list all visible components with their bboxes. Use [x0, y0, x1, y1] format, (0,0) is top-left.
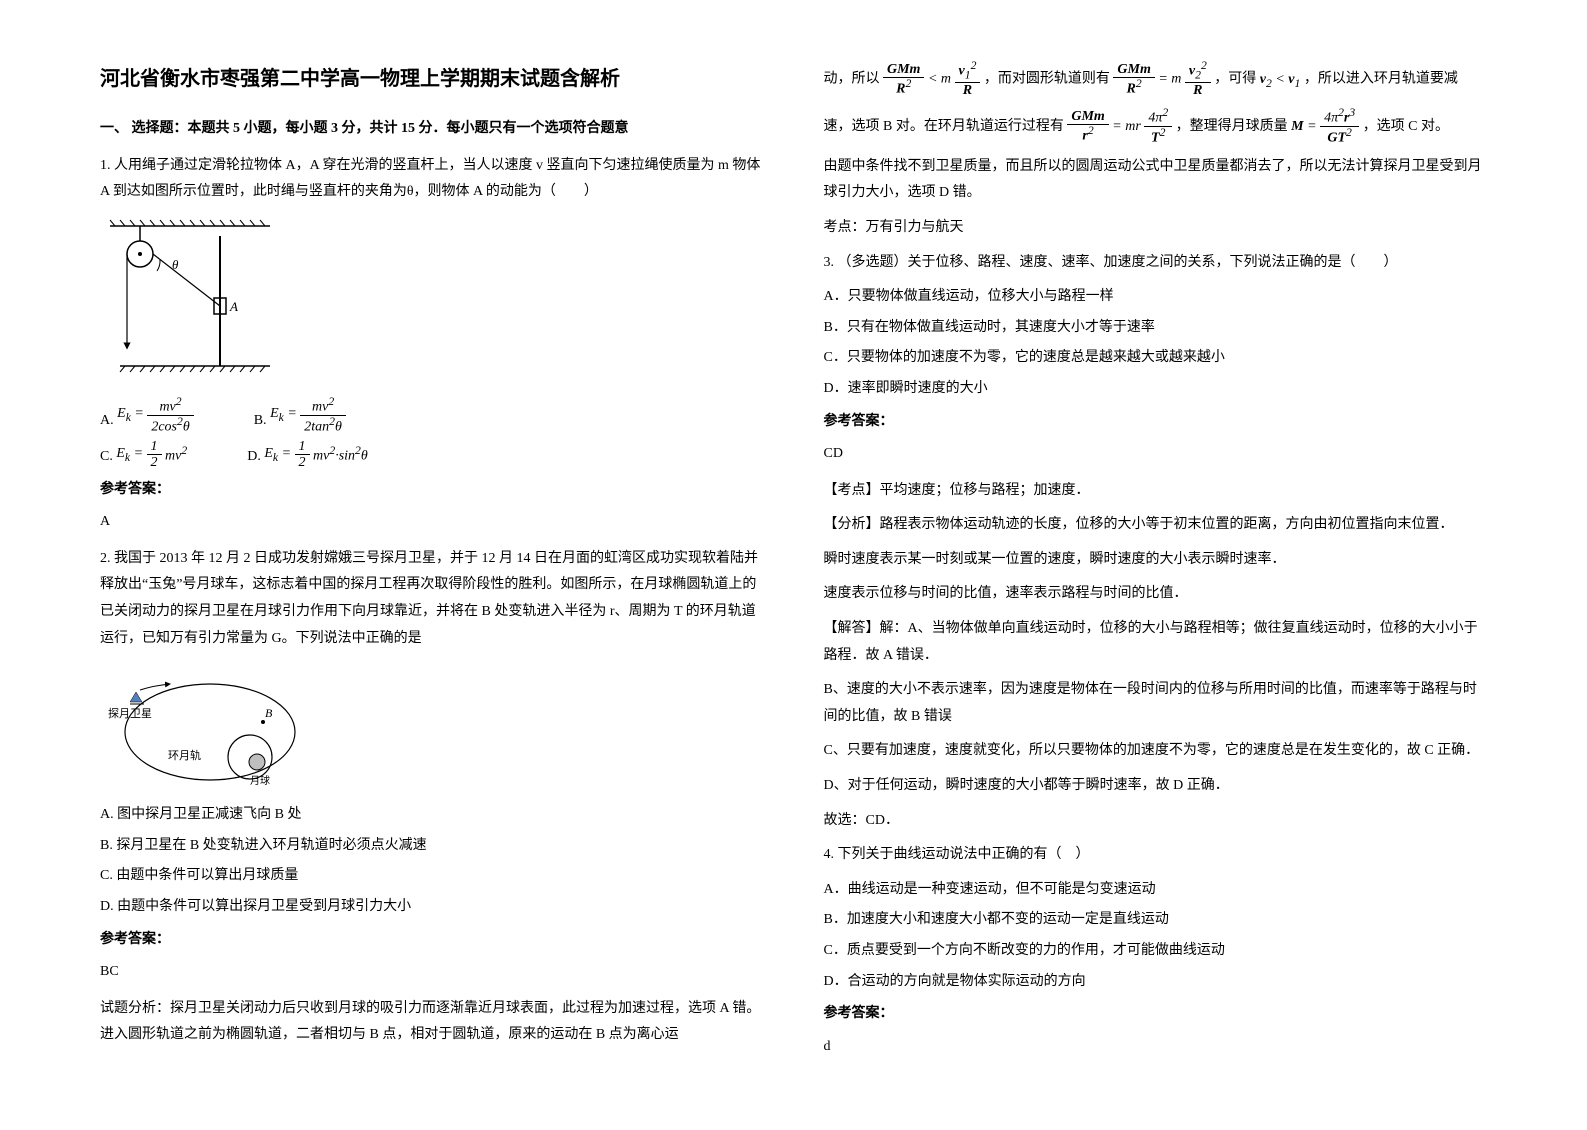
exam-title: 河北省衡水市枣强第二中学高一物理上学期期末试题含解析	[100, 60, 764, 98]
svg-text:探月卫星: 探月卫星	[108, 707, 152, 720]
q2-optD: D. 由题中条件可以算出探月卫星受到月球引力大小	[100, 894, 764, 921]
q4-answer-label: 参考答案：	[824, 1001, 1488, 1028]
q2-diagram: 月球 B 探月卫星 环月轨	[100, 662, 764, 792]
q3-jieda-a: 【解答】解：A、当物体做单向直线运动时，位移的大小与路程相等；做往复直线运动时，…	[824, 616, 1488, 669]
q2-p2-post: ，可得	[1214, 72, 1256, 87]
q3-stem: 3. （多选题）关于位移、路程、速度、速率、加速度之间的关系，下列说法正确的是（…	[824, 250, 1488, 277]
q3-optA: A．只要物体做直线运动，位移大小与路程一样	[824, 284, 1488, 311]
left-column: 河北省衡水市枣强第二中学高一物理上学期期末试题含解析 一、 选择题：本题共 5 …	[100, 60, 764, 1070]
q3-kaodian: 【考点】平均速度；位移与路程；加速度．	[824, 478, 1488, 505]
q3-guxuan: 故选：CD．	[824, 808, 1488, 835]
q3-optC: C．只要物体的加速度不为零，它的速度总是越来越大或越来越小	[824, 345, 1488, 372]
q4-answer: d	[824, 1034, 1488, 1061]
q3-jieda-b: B、速度的大小不表示速率，因为速度是物体在一段时间内的位移与所用时间的比值，而速…	[824, 677, 1488, 730]
q2-p2-pre: 动，所以	[824, 72, 880, 87]
q2-p3-mid: ，整理得月球质量	[1176, 118, 1288, 133]
q4-optD: D．合运动的方向就是物体实际运动的方向	[824, 969, 1488, 996]
q3-optD: D．速率即瞬时速度的大小	[824, 376, 1488, 403]
q2-p3-end: ，选项 C 对。	[1363, 118, 1449, 133]
section-1-heading: 一、 选择题：本题共 5 小题，每小题 3 分，共计 15 分．每小题只有一个选…	[100, 116, 764, 143]
right-column: 动，所以 GMmR2 < m v12R ，而对圆形轨道则有 GMmR2 = m …	[824, 60, 1488, 1070]
q3-fenxi3: 速度表示位移与时间的比值，速率表示路程与时间的比值．	[824, 581, 1488, 608]
q1-options-row2: C. Ek = 12 mv2 D. Ek = 12 mv2·sin2θ	[100, 439, 764, 471]
q2-analysis-p2: 动，所以 GMmR2 < m v12R ，而对圆形轨道则有 GMmR2 = m …	[824, 60, 1488, 99]
q2-stem: 2. 我国于 2013 年 12 月 2 日成功发射嫦娥三号探月卫星，并于 12…	[100, 546, 764, 652]
q1-stem: 1. 人用绳子通过定滑轮拉物体 A，A 穿在光滑的竖直杆上，当人以速度 v 竖直…	[100, 153, 764, 206]
q4-optC: C．质点要受到一个方向不断改变的力的作用，才可能做曲线运动	[824, 938, 1488, 965]
q1-answer-label: 参考答案：	[100, 477, 764, 504]
q2-answer: BC	[100, 959, 764, 986]
svg-text:A: A	[229, 299, 238, 314]
q1-answer: A	[100, 509, 764, 536]
q3-optB: B．只有在物体做直线运动时，其速度大小才等于速率	[824, 315, 1488, 342]
q3-answer-label: 参考答案：	[824, 409, 1488, 436]
q1-options-row1: A. Ek = mv22cos2θ B. Ek = mv22tan2θ	[100, 396, 764, 435]
svg-text:θ: θ	[172, 257, 179, 272]
q2-analysis-p3: 速，选项 B 对。在环月轨道运行过程有 GMmr2 = mr 4π2T2 ，整理…	[824, 107, 1488, 146]
q2-p3-pre: 速，选项 B 对。在环月轨道运行过程有	[824, 118, 1064, 133]
q2-analysis-p1: 试题分析：探月卫星关闭动力后只收到月球的吸引力而逐渐靠近月球表面，此过程为加速过…	[100, 996, 764, 1049]
q2-optC: C. 由题中条件可以算出月球质量	[100, 863, 764, 890]
q3-fenxi2: 瞬时速度表示某一时刻或某一位置的速度，瞬时速度的大小表示瞬时速率．	[824, 547, 1488, 574]
q3-jieda-c: C、只要有加速度，速度就变化，所以只要物体的加速度不为零，它的速度总是在发生变化…	[824, 738, 1488, 765]
q1-optB-label: B.	[254, 408, 267, 435]
q2-optB: B. 探月卫星在 B 处变轨进入环月轨道时必须点火减速	[100, 833, 764, 860]
q2-p2-end: ，所以进入环月轨道要减	[1304, 72, 1458, 87]
q1-optC-label: C.	[100, 444, 113, 471]
q2-answer-label: 参考答案：	[100, 927, 764, 954]
svg-text:环月轨: 环月轨	[168, 748, 201, 762]
q3-answer: CD	[824, 441, 1488, 468]
q3-jieda-d: D、对于任何运动，瞬时速度的大小都等于瞬时速率，故 D 正确．	[824, 773, 1488, 800]
q1-optD-label: D.	[247, 444, 261, 471]
q4-stem: 4. 下列关于曲线运动说法中正确的有（ ）	[824, 842, 1488, 869]
svg-text:B: B	[265, 706, 273, 720]
q2-p2-mid: ，而对圆形轨道则有	[984, 72, 1110, 87]
q2-analysis-p5: 考点：万有引力与航天	[824, 215, 1488, 242]
q2-optA: A. 图中探月卫星正减速飞向 B 处	[100, 802, 764, 829]
q4-optB: B．加速度大小和速度大小都不变的运动一定是直线运动	[824, 907, 1488, 934]
q3-fenxi: 【分析】路程表示物体运动轨迹的长度，位移的大小等于初末位置的距离，方向由初位置指…	[824, 512, 1488, 539]
svg-text:月球: 月球	[250, 774, 270, 787]
q1-diagram: θ A	[100, 216, 764, 386]
q4-optA: A．曲线运动是一种变速运动，但不可能是匀变速运动	[824, 877, 1488, 904]
q1-optA-label: A.	[100, 408, 114, 435]
q2-analysis-p4: 由题中条件找不到卫星质量，而且所以的圆周运动公式中卫星质量都消去了，所以无法计算…	[824, 154, 1488, 207]
